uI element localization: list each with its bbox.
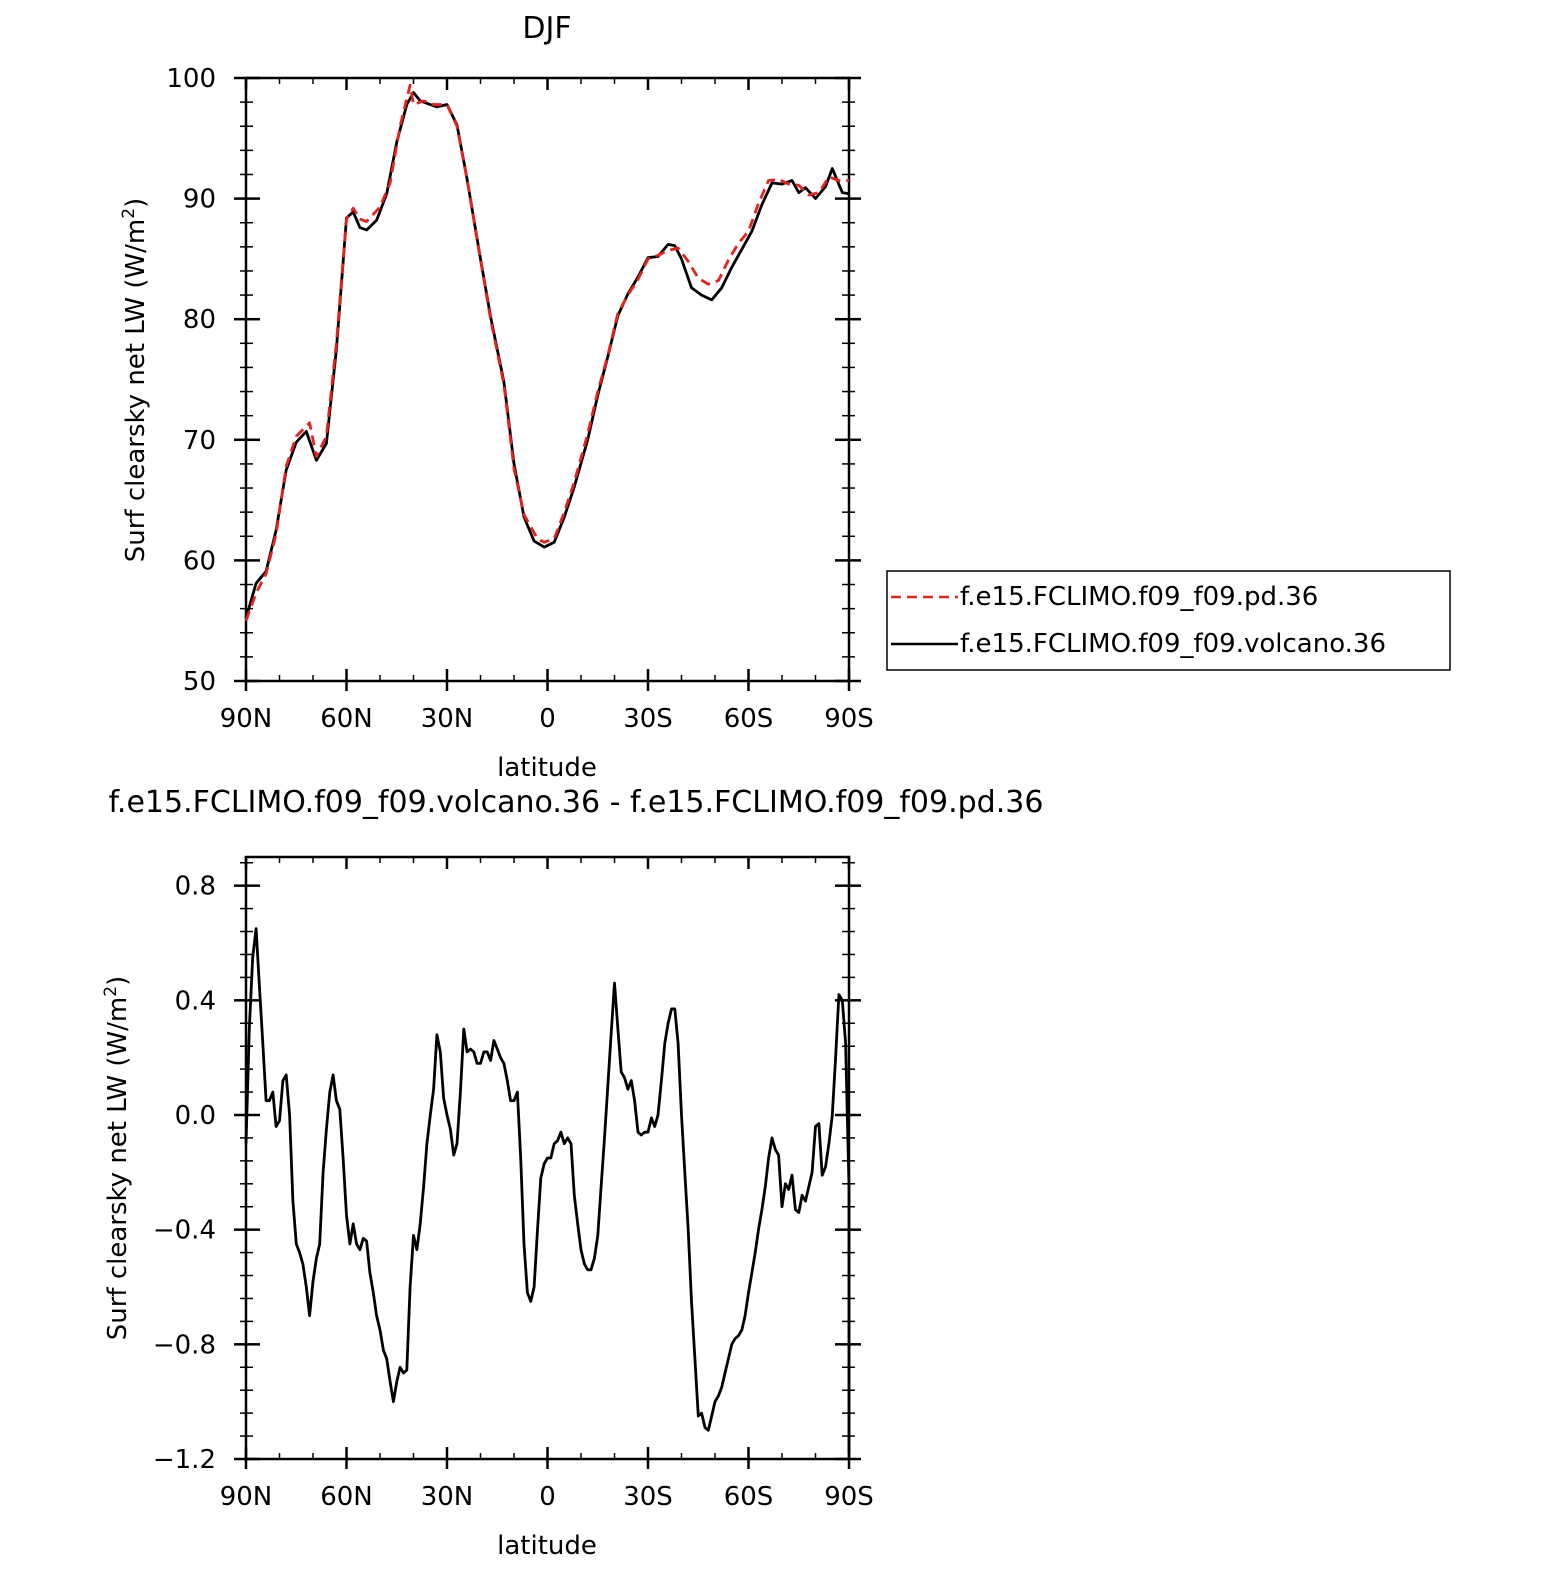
top-x-tick-label: 30N: [421, 704, 474, 734]
panel-top: DJF 90N 60N 30N 0 30S 60S 90S 50 60 70 80 90 100 la…: [119, 11, 1451, 783]
top-plot-frame: [244, 76, 851, 683]
top-y-tick-label: 50: [183, 667, 216, 697]
top-x-axis-label: latitude: [497, 753, 597, 783]
top-y-tick-labels: 50 60 70 80 90 100: [166, 64, 216, 697]
top-x-tick-label: 30S: [623, 704, 673, 734]
bottom-x-tick-label: 60S: [724, 1482, 774, 1512]
top-x-tick-labels: 90N 60N 30N 0 30S 60S 90S: [220, 704, 874, 734]
top-y-tick-label: 60: [183, 546, 216, 576]
bottom-x-axis-label: latitude: [497, 1531, 597, 1561]
bottom-y-tick-label: −0.4: [153, 1216, 216, 1246]
top-y-tick-label: 100: [166, 64, 216, 94]
bottom-y-tick-label: 0.8: [175, 872, 216, 902]
top-x-tick-label: 90S: [824, 704, 874, 734]
bottom-x-tick-label: 0: [539, 1482, 556, 1512]
top-y-axis-label-tail: ): [121, 198, 151, 208]
bottom-x-tick-label: 90S: [824, 1482, 874, 1512]
legend-box: [886, 570, 1451, 671]
bottom-series: [244, 927, 851, 1455]
bottom-y-tick-label: −1.2: [153, 1445, 216, 1475]
top-y-tick-label: 70: [183, 426, 216, 456]
top-x-tick-label: 0: [539, 704, 556, 734]
top-y-tick-label: 90: [183, 185, 216, 215]
bottom-x-tick-label: 60N: [320, 1482, 373, 1512]
legend-label-pd: f.e15.FCLIMO.f09_f09.pd.36: [960, 582, 1318, 612]
bottom-y-axis-label-tail: ): [103, 976, 133, 986]
bottom-y-axis-label-main: Surf clearsky net LW (W/m: [103, 997, 133, 1341]
top-x-tick-label: 60N: [320, 704, 373, 734]
bottom-y-axis-label-sup: 2: [101, 986, 121, 997]
top-y-axis-label-main: Surf clearsky net LW (W/m: [121, 219, 151, 563]
legend: f.e15.FCLIMO.f09_f09.pd.36 f.e15.FCLIMO.…: [886, 570, 1451, 671]
top-ticks: [234, 76, 861, 691]
top-chart-title: DJF: [522, 11, 571, 46]
top-y-tick-label: 80: [183, 305, 216, 335]
panel-bottom: f.e15.FCLIMO.f09_f09.volcano.36 - f.e15.…: [101, 785, 1043, 1561]
top-series-line-1: [244, 91, 850, 619]
top-x-tick-label: 90N: [220, 704, 273, 734]
top-y-axis-label: Surf clearsky net LW (W/m2): [119, 198, 151, 562]
top-series-line-0: [244, 83, 849, 622]
bottom-x-tick-label: 30N: [421, 1482, 474, 1512]
bottom-series-line-0: [244, 927, 851, 1455]
bottom-y-axis-label: Surf clearsky net LW (W/m2): [101, 976, 133, 1340]
top-x-tick-label: 60S: [724, 704, 774, 734]
top-y-axis-label-sup: 2: [119, 208, 139, 219]
bottom-x-tick-labels: 90N 60N 30N 0 30S 60S 90S: [220, 1482, 874, 1512]
bottom-y-tick-label: 0.4: [175, 986, 216, 1016]
bottom-x-tick-label: 30S: [623, 1482, 673, 1512]
bottom-y-tick-label: 0.0: [175, 1101, 216, 1131]
bottom-ticks: [234, 857, 861, 1469]
bottom-chart-title: f.e15.FCLIMO.f09_f09.volcano.36 - f.e15.…: [109, 785, 1044, 820]
bottom-x-tick-label: 90N: [220, 1482, 273, 1512]
top-series: [244, 83, 850, 622]
legend-label-volcano: f.e15.FCLIMO.f09_f09.volcano.36: [960, 629, 1386, 659]
bottom-y-tick-label: −0.8: [153, 1330, 216, 1360]
bottom-y-tick-labels: −1.2 −0.8 −0.4 0.0 0.4 0.8: [153, 872, 216, 1475]
